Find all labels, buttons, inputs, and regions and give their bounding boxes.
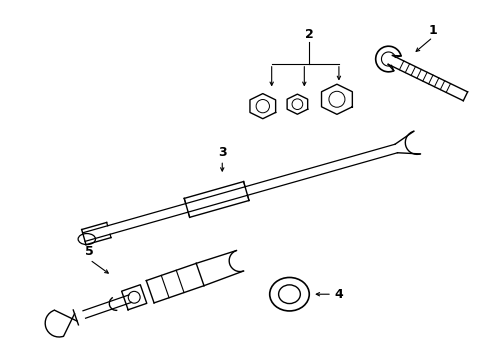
Text: 4: 4 [334,288,343,301]
Text: 3: 3 [218,146,226,159]
Text: 5: 5 [85,246,94,258]
Text: 2: 2 [304,28,313,41]
Text: 1: 1 [427,24,436,37]
